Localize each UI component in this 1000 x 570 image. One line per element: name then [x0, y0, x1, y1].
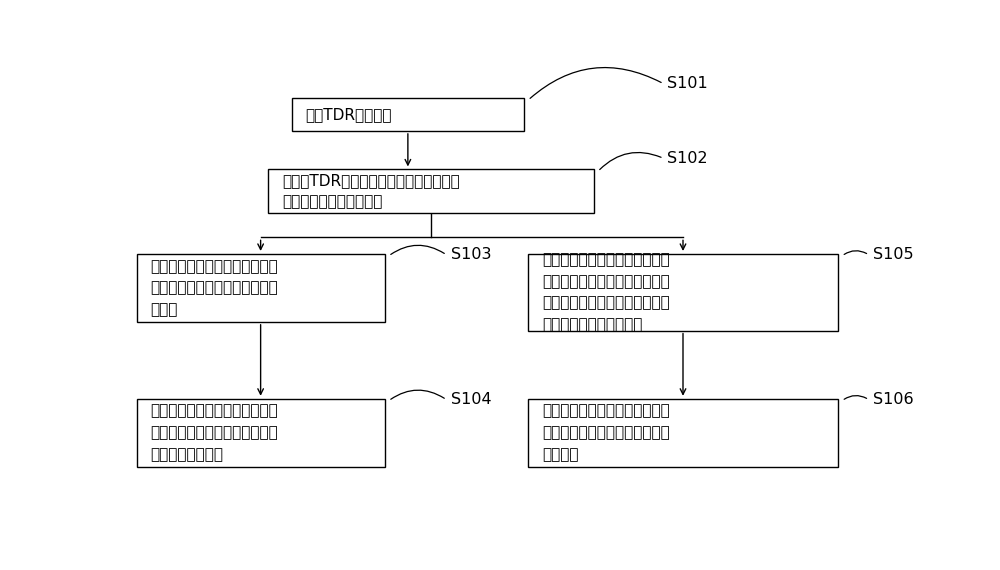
Bar	[528, 398, 838, 467]
Bar	[137, 254, 385, 322]
Bar	[292, 98, 524, 131]
Text: S104: S104	[450, 392, 491, 408]
Text: 根据预设间隔时间多次获得的所
述土壤含水量，得到土壤含水量
变化数据: 根据预设间隔时间多次获得的所 述土壤含水量，得到土壤含水量 变化数据	[542, 404, 670, 462]
Text: S102: S102	[668, 151, 708, 166]
Text: 通过第一时间点和第二时间点之
间的时间段，确定探针在空气中
的长度: 通过第一时间点和第二时间点之 间的时间段，确定探针在空气中 的长度	[151, 259, 278, 317]
Text: S103: S103	[450, 247, 491, 262]
Bar	[528, 254, 838, 331]
Text: S105: S105	[873, 247, 914, 262]
Text: 根据预设间隔时间多次获得的所
述探针在空气中的长度，得到土
壤厚度变化数据。: 根据预设间隔时间多次获得的所 述探针在空气中的长度，得到土 壤厚度变化数据。	[151, 404, 278, 462]
Text: 获取TDR波形数据: 获取TDR波形数据	[306, 107, 392, 122]
Text: S101: S101	[668, 76, 708, 91]
Bar	[137, 398, 385, 467]
Text: S106: S106	[873, 392, 914, 408]
Text: 在所述TDR波形数据中确定第一时间点、
第二时间点和第三时间点: 在所述TDR波形数据中确定第一时间点、 第二时间点和第三时间点	[282, 173, 460, 210]
Text: 通过第一时间点和第二时间点之
间的时间段、第二时间点与第三
时间点之间的时间段以及探针的
总长度，确定土壤含水量: 通过第一时间点和第二时间点之 间的时间段、第二时间点与第三 时间点之间的时间段以…	[542, 253, 670, 332]
Bar	[268, 169, 594, 213]
